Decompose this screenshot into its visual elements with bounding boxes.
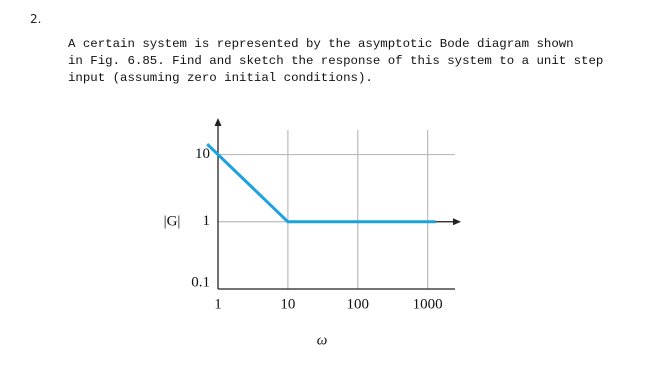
y-axis-arrow	[214, 118, 222, 126]
x-axis-label: ω	[317, 332, 328, 348]
y-tick-label: 0.1	[191, 274, 210, 290]
text-line: in Fig. 6.85. Find and sketch the respon…	[68, 54, 604, 68]
y-tick-label: 1	[203, 213, 211, 229]
y-axis-label: |G|	[164, 213, 181, 229]
text-line: A certain system is represented by the a…	[68, 37, 574, 51]
x-axis-arrow	[453, 218, 461, 226]
line	[206, 143, 436, 224]
x-tick-label: 10	[280, 296, 295, 312]
problem-text: A certain system is represented by the a…	[68, 36, 603, 87]
x-tick-label: 1000	[413, 296, 443, 312]
text-line: input (assuming zero initial conditions)…	[68, 71, 373, 85]
x-tick-label: 1	[214, 296, 222, 312]
y-tick-label: 10	[195, 146, 210, 162]
problem-number: 2.	[30, 12, 42, 26]
x-tick-label: 100	[347, 296, 370, 312]
